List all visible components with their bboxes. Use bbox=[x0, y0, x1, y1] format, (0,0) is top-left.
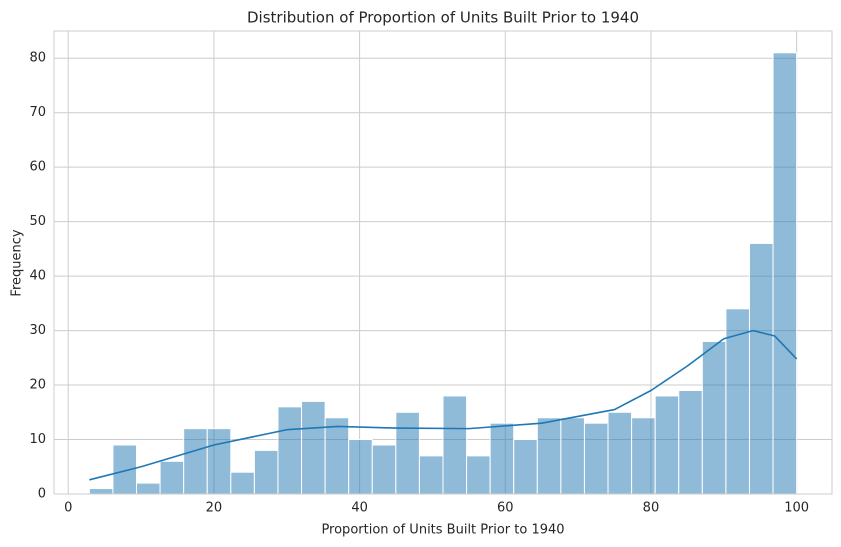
plot-frame bbox=[53, 30, 833, 495]
chart-title: Distribution of Proportion of Units Buil… bbox=[247, 9, 639, 27]
bar bbox=[654, 395, 680, 495]
bar bbox=[466, 455, 491, 495]
bar bbox=[301, 400, 326, 495]
bar bbox=[88, 488, 114, 495]
bar bbox=[442, 395, 468, 495]
bar bbox=[230, 471, 255, 495]
bar bbox=[560, 417, 585, 495]
x-tick-label: 100 bbox=[784, 501, 809, 516]
y-tick-label: 40 bbox=[29, 269, 46, 284]
bar bbox=[536, 417, 562, 495]
bar bbox=[583, 422, 609, 495]
bar bbox=[277, 406, 303, 495]
bar bbox=[206, 428, 232, 495]
bar bbox=[489, 422, 515, 495]
y-tick-label: 0 bbox=[38, 487, 46, 502]
bar bbox=[748, 242, 774, 495]
bar bbox=[678, 390, 703, 495]
bar bbox=[324, 417, 350, 495]
bar bbox=[607, 411, 633, 495]
y-tick-label: 10 bbox=[29, 432, 46, 447]
x-tick-label: 0 bbox=[64, 501, 72, 516]
bar bbox=[513, 439, 538, 495]
y-axis-label: Frequency bbox=[10, 229, 25, 296]
kde-line bbox=[89, 329, 798, 481]
y-tick-label: 20 bbox=[29, 378, 46, 393]
x-tick-label: 60 bbox=[497, 501, 514, 516]
bar bbox=[348, 439, 373, 495]
bar bbox=[159, 460, 185, 495]
y-tick-label: 80 bbox=[29, 51, 46, 66]
x-axis-label: Proportion of Units Built Prior to 1940 bbox=[321, 523, 564, 538]
x-tick-label: 40 bbox=[351, 501, 368, 516]
bar bbox=[395, 411, 420, 495]
x-tick-label: 80 bbox=[643, 501, 660, 516]
bar bbox=[253, 449, 279, 495]
bar bbox=[136, 482, 161, 495]
bar bbox=[183, 428, 208, 495]
bar bbox=[701, 340, 727, 495]
x-tick-label: 20 bbox=[206, 501, 223, 516]
y-tick-label: 30 bbox=[29, 323, 46, 338]
bar bbox=[371, 444, 397, 495]
bar bbox=[772, 52, 798, 495]
y-tick-label: 60 bbox=[29, 160, 46, 175]
bar bbox=[418, 455, 444, 495]
y-tick-label: 50 bbox=[29, 214, 46, 229]
bar bbox=[631, 417, 656, 495]
y-tick-label: 70 bbox=[29, 105, 46, 120]
